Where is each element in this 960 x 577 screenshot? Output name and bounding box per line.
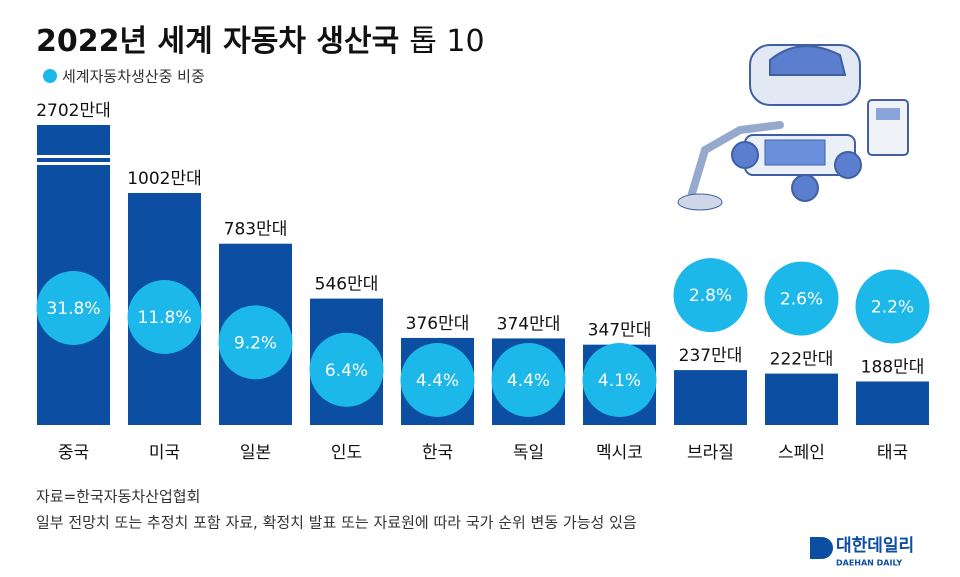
logo-icon bbox=[810, 537, 833, 559]
value-label: 376만대 bbox=[406, 314, 470, 334]
share-label: 2.8% bbox=[689, 286, 732, 306]
value-label: 347만대 bbox=[588, 321, 652, 341]
legend-swatch bbox=[43, 69, 57, 83]
share-label: 4.4% bbox=[416, 371, 459, 391]
share-label: 9.2% bbox=[234, 333, 277, 353]
share-label: 2.6% bbox=[780, 290, 823, 310]
share-circle bbox=[855, 269, 930, 344]
title-main: 2022년 세계 자동차 생산국 bbox=[36, 24, 399, 59]
value-label: 222만대 bbox=[770, 350, 834, 370]
x-tick-label: 브라질 bbox=[687, 443, 734, 463]
axis-break bbox=[36, 155, 111, 158]
bar bbox=[765, 373, 838, 425]
x-tick-label: 독일 bbox=[513, 443, 544, 463]
title-suffix: 톱 10 bbox=[409, 24, 484, 59]
share-circle bbox=[400, 343, 475, 417]
x-tick-label: 일본 bbox=[240, 443, 271, 463]
value-label: 1002만대 bbox=[127, 169, 202, 189]
axis-break bbox=[36, 162, 111, 165]
x-tick-label: 중국 bbox=[58, 443, 89, 463]
x-tick-label: 태국 bbox=[877, 443, 908, 463]
share-circle bbox=[309, 332, 384, 407]
chart-title: 2022년 세계 자동차 생산국 톱 10 bbox=[36, 24, 485, 59]
share-circle bbox=[582, 343, 657, 417]
share-label: 4.1% bbox=[598, 371, 641, 391]
share-circle bbox=[764, 261, 839, 336]
share-circle bbox=[36, 271, 111, 345]
share-circle bbox=[673, 258, 748, 333]
x-tick-label: 한국 bbox=[422, 443, 453, 463]
value-label: 783만대 bbox=[224, 220, 288, 240]
share-circle bbox=[218, 305, 293, 380]
bar bbox=[674, 370, 747, 425]
x-tick-label: 인도 bbox=[331, 443, 362, 463]
share-label: 11.8% bbox=[137, 308, 191, 328]
value-label: 188만대 bbox=[861, 357, 925, 377]
share-label: 4.4% bbox=[507, 371, 550, 391]
legend-label: 세계자동차생산중 비중 bbox=[62, 68, 205, 86]
note: 일부 전망치 또는 추정치 포함 자료, 확정치 발표 또는 자료원에 따라 국… bbox=[36, 514, 637, 532]
share-label: 6.4% bbox=[325, 361, 368, 381]
share-circle bbox=[491, 343, 566, 417]
share-circle bbox=[127, 280, 202, 354]
value-label: 374만대 bbox=[497, 314, 561, 334]
source: 자료=한국자동차산업협회 bbox=[36, 488, 200, 506]
value-label: 237만대 bbox=[679, 346, 743, 366]
share-label: 31.8% bbox=[46, 299, 100, 319]
x-tick-label: 멕시코 bbox=[596, 443, 643, 463]
value-label: 546만대 bbox=[315, 275, 379, 295]
logo: 대한데일리 bbox=[836, 536, 914, 556]
illustration bbox=[677, 44, 909, 211]
bar bbox=[856, 381, 929, 425]
x-tick-label: 스페인 bbox=[778, 443, 825, 463]
share-label: 2.2% bbox=[871, 297, 914, 317]
logo-sub: DAEHAN DAILY bbox=[836, 559, 902, 568]
x-tick-label: 미국 bbox=[149, 443, 180, 463]
value-label: 2702만대 bbox=[36, 101, 111, 121]
